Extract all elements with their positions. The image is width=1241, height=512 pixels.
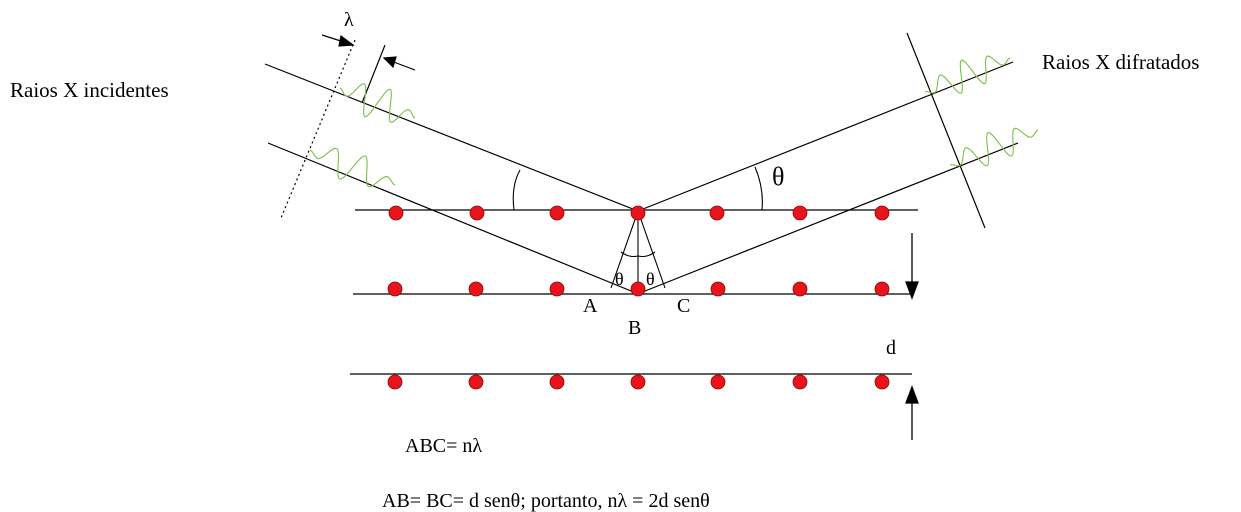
theta-label-large: θ bbox=[772, 162, 785, 191]
atom-r1-c7 bbox=[874, 205, 890, 221]
theta-arc-right bbox=[637, 251, 656, 258]
incident-ray-upper bbox=[264, 63, 639, 212]
diffracted-wavefront bbox=[906, 32, 986, 229]
angle-arcs bbox=[512, 166, 763, 289]
path-difference-equation: ABC= nλ bbox=[405, 435, 483, 457]
incident-ray-lower bbox=[267, 142, 637, 294]
line-to-c bbox=[637, 210, 666, 289]
atom-r2-c3 bbox=[549, 281, 565, 297]
line-to-a bbox=[610, 210, 639, 289]
lambda-label: λ bbox=[344, 9, 354, 31]
xray-waves bbox=[309, 55, 1039, 188]
diffracted-wave-lower bbox=[949, 127, 1039, 167]
incident-rays-label: Raios X incidentes bbox=[10, 78, 169, 102]
spacing-arrow-down-head bbox=[905, 281, 919, 300]
atom-r3-c6 bbox=[792, 374, 808, 390]
atom-r1-c4 bbox=[630, 205, 646, 221]
atom-r2-c5 bbox=[710, 281, 726, 297]
point-b-label: B bbox=[628, 317, 642, 339]
point-a-label: A bbox=[583, 295, 598, 317]
lambda-arrow-right-head bbox=[382, 56, 397, 69]
atom-r2-c1 bbox=[387, 281, 403, 297]
rays bbox=[264, 32, 1019, 294]
theta-arc-left bbox=[620, 251, 639, 258]
incident-angle-arc bbox=[512, 169, 521, 211]
point-c-label: C bbox=[677, 295, 691, 317]
diffracted-ray-upper bbox=[637, 61, 1014, 212]
spacing-arrows bbox=[905, 233, 919, 440]
atom-r1-c1 bbox=[388, 205, 404, 221]
atom-r3-c3 bbox=[549, 374, 565, 390]
atom-r3-c1 bbox=[387, 374, 403, 390]
atom-r3-c2 bbox=[468, 374, 484, 390]
atom-r1-c2 bbox=[469, 205, 485, 221]
incident-wavefront bbox=[280, 39, 356, 219]
theta-label-right: θ bbox=[646, 269, 655, 289]
atom-r2-c4 bbox=[630, 281, 646, 297]
lambda-marker bbox=[321, 34, 416, 104]
diffracted-ray-lower bbox=[639, 142, 1019, 294]
lambda-arrow-right-shaft bbox=[390, 60, 416, 71]
diffracted-rays-label: Raios X difratados bbox=[1042, 50, 1200, 74]
bragg-law-equation: AB= BC= d senθ; portanto, nλ = 2d senθ bbox=[382, 490, 710, 512]
atom-r2-c6 bbox=[792, 281, 808, 297]
atom-r1-c5 bbox=[709, 205, 725, 221]
atom-r2-c7 bbox=[874, 281, 890, 297]
spacing-d-label: d bbox=[886, 337, 896, 359]
spacing-arrow-up-head bbox=[905, 385, 919, 404]
incident-wave-lower bbox=[309, 147, 396, 188]
atoms bbox=[387, 205, 890, 390]
atom-r3-c7 bbox=[874, 374, 890, 390]
theta-label-left: θ bbox=[615, 269, 624, 289]
atom-r3-c5 bbox=[710, 374, 726, 390]
lambda-arrow-left-head bbox=[338, 34, 355, 47]
atom-r2-c2 bbox=[468, 281, 484, 297]
atom-r3-c4 bbox=[630, 374, 646, 390]
atom-r1-c6 bbox=[792, 205, 808, 221]
diffracted-wave-upper bbox=[924, 55, 1011, 94]
atom-r1-c3 bbox=[549, 205, 565, 221]
diffracted-angle-arc bbox=[754, 166, 763, 211]
incident-wave-upper bbox=[339, 83, 416, 123]
